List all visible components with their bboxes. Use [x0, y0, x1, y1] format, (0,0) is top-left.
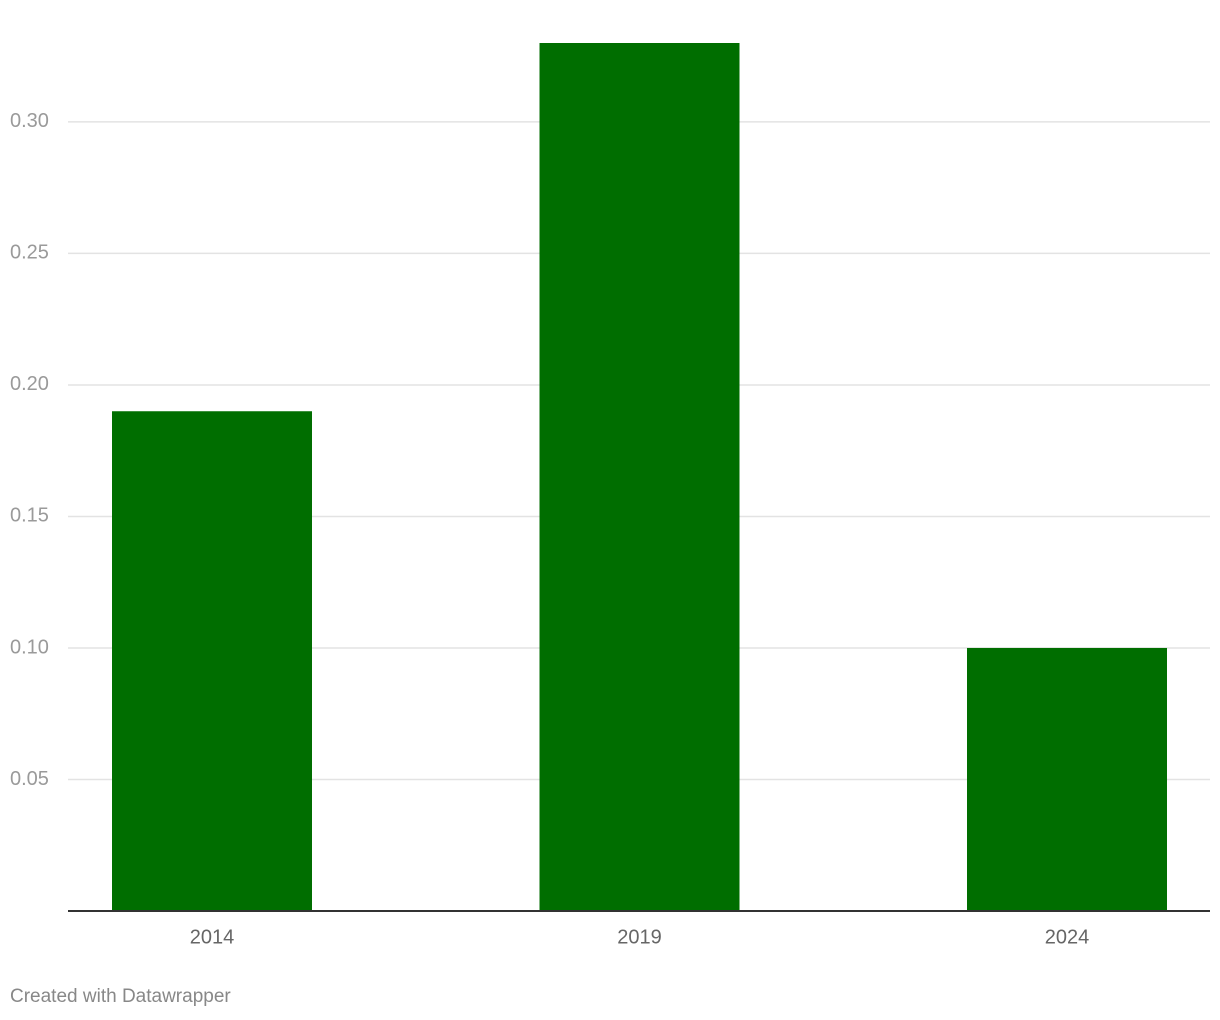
x-tick-label: 2014: [190, 926, 235, 948]
x-tick-label: 2024: [1045, 926, 1090, 948]
y-tick-label: 0.30: [10, 110, 49, 132]
y-tick-label: 0.25: [10, 242, 49, 264]
bar: [112, 411, 312, 911]
bar: [967, 647, 1167, 911]
y-tick-label: 0.15: [10, 505, 49, 527]
x-tick-label: 2019: [617, 926, 662, 948]
y-tick-label: 0.20: [10, 373, 49, 395]
y-tick-label: 0.10: [10, 636, 49, 658]
credit: Created with Datawrapper: [10, 986, 231, 1007]
y-tick-label: 0.05: [10, 768, 49, 790]
bar: [539, 43, 740, 911]
